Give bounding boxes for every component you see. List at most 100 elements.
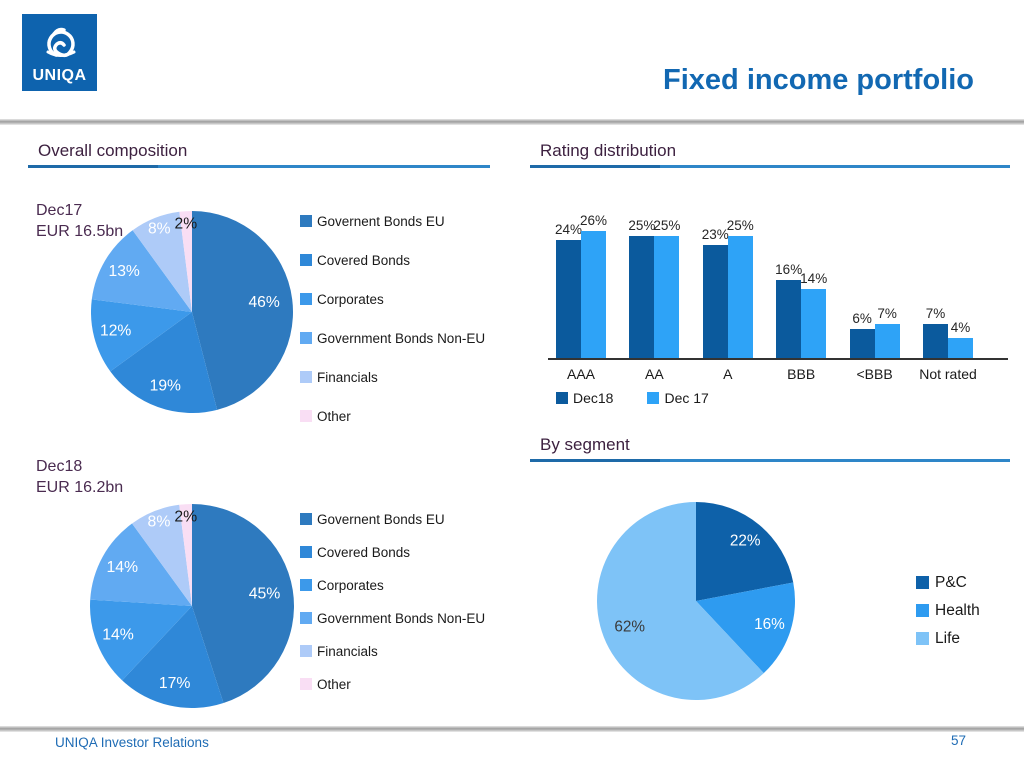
- bar--bbb-dec-17: [874, 323, 900, 358]
- uniqa-logo: UNIQA: [22, 14, 97, 91]
- legend-label: Financials: [317, 369, 378, 385]
- pie-slice-value-label: 13%: [109, 263, 140, 280]
- bar-value-label: 7%: [925, 305, 946, 321]
- pie-slice-financials: [132, 504, 192, 606]
- pie-slice-value-label: 14%: [106, 559, 138, 576]
- bar-category-label--bbb: <BBB: [856, 366, 893, 382]
- bar-aa-dec-17: [654, 235, 680, 358]
- page-number: 57: [950, 733, 966, 748]
- pie-chart-by-segment: 22% 16% 62%: [597, 502, 795, 700]
- legend-label: Covered Bonds: [317, 252, 411, 268]
- bar-category-label-a: A: [723, 366, 733, 382]
- bar-value-label: 16%: [775, 261, 803, 277]
- legend-item-covered-bonds: Covered Bonds: [300, 252, 485, 268]
- legend-swatch-icon: [647, 392, 660, 404]
- bar-category-label-not-rated: Not rated: [919, 366, 977, 382]
- legend-item-covered-bonds: Covered Bonds: [300, 545, 485, 560]
- bar-value-label: 25%: [653, 217, 681, 233]
- legend-item-government-bonds-non-eu: Government Bonds Non-EU: [300, 610, 486, 626]
- bar-chart-rating-distribution: 24% 26% 25% 25% 23% 25% 16% 14% 6% 7% 7% 4% AAA AA A B…: [548, 212, 1008, 406]
- bar-not-rated-dec-17: [948, 338, 973, 358]
- legend-label: Government Bonds Non-EU: [317, 610, 486, 626]
- legend-item-governent-bonds-eu: Governent Bonds EU: [300, 213, 485, 229]
- legend-item-other: Other: [300, 409, 485, 424]
- pie-caption-dec17: Dec17 EUR 16.5bn: [36, 200, 123, 242]
- legend-swatch-icon: [300, 546, 312, 558]
- bar-value-label: 4%: [950, 320, 971, 336]
- bar-category-label-aa: AA: [645, 366, 664, 382]
- pie-slice-value-label: 2%: [175, 215, 198, 232]
- bar-category-label-bbb: BBB: [787, 366, 816, 382]
- pie-slice-covered-bonds: [122, 606, 224, 708]
- page-title: Fixed income portfolio: [663, 64, 974, 96]
- legend-item-governent-bonds-eu: Governent Bonds EU: [300, 511, 485, 527]
- pie-caption-dec18: Dec18 EUR 16.2bn: [36, 456, 123, 498]
- section-heading-by-segment: By segment: [540, 435, 630, 454]
- legend-label: Corporates: [317, 291, 384, 307]
- section-underline: [530, 459, 1010, 462]
- bar-plot-area: 24% 26% 25% 25% 23% 25% 16% 14% 6% 7% 7% 4%: [548, 212, 1008, 360]
- pie-slice-health: [696, 582, 795, 674]
- bar-value-label: 7%: [877, 305, 897, 321]
- legend-swatch-icon: [916, 576, 929, 589]
- bar-a-dec18: [702, 245, 728, 358]
- legend-item-other: Other: [300, 676, 485, 692]
- legend-label: Life: [935, 629, 960, 647]
- bar-not-rated-dec18: [923, 323, 948, 358]
- section-underline: [28, 165, 490, 168]
- bar-bbb-dec18: [776, 279, 802, 358]
- pie-slice-governent-bonds-eu: [192, 211, 293, 410]
- legend-label: Governent Bonds EU: [317, 511, 445, 527]
- caption-amount: EUR 16.2bn: [36, 479, 124, 496]
- legend-item-dec-17: Dec 17: [647, 390, 709, 406]
- legend-swatch-icon: [300, 513, 312, 525]
- bar-value-label: 14%: [800, 271, 828, 287]
- bar-a-dec-17: [727, 235, 753, 358]
- caption-period: Dec18: [36, 458, 83, 475]
- bar-bbb-dec-17: [801, 289, 827, 358]
- bar--bbb-dec18: [849, 328, 875, 358]
- legend-swatch-icon: [300, 678, 312, 690]
- legend-swatch-icon: [300, 332, 312, 344]
- bar-category-label-aaa: AAA: [566, 366, 596, 382]
- legend-label: Dec18: [573, 390, 614, 406]
- legend-label: Government Bonds Non-EU: [317, 330, 486, 346]
- caption-period: Dec17: [36, 202, 83, 219]
- pie-slice-value-label: 12%: [100, 323, 131, 340]
- pie-slice-other: [179, 504, 192, 606]
- pie-slice-value-label: 8%: [148, 221, 171, 238]
- legend-swatch-icon: [300, 254, 312, 266]
- legend-label: Other: [317, 676, 351, 692]
- header-divider: [0, 119, 1024, 125]
- legend-label: P&C: [935, 573, 967, 591]
- pie-slice-value-label: 19%: [150, 377, 181, 394]
- section-underline: [530, 165, 1010, 168]
- section-heading-rating-distribution: Rating distribution: [540, 141, 677, 160]
- legend-swatch-icon: [300, 612, 312, 624]
- logo-wordmark: UNIQA: [32, 67, 87, 84]
- bar-value-label: 24%: [554, 222, 583, 238]
- pie-slice-value-label: 2%: [174, 508, 197, 525]
- pie-slice-value-label: 22%: [730, 533, 761, 550]
- legend-swatch-icon: [300, 645, 312, 657]
- legend-label: Governent Bonds EU: [317, 213, 445, 229]
- pie-slice-value-label: 14%: [102, 626, 134, 643]
- pie-slice-corporates: [91, 299, 192, 372]
- bar-aa-dec18: [629, 235, 655, 358]
- pie-chart-dec17: 46% 19% 12% 13% 8% 2%: [91, 211, 293, 413]
- bar-aaa-dec18: [556, 240, 581, 358]
- pie-slice-covered-bonds: [110, 312, 218, 413]
- pie-chart-dec18: 45% 17% 14% 14% 8% 2%: [90, 504, 294, 708]
- bar-value-label: 26%: [579, 212, 608, 228]
- pie-slice-p-c: [696, 502, 794, 601]
- bar-category-axis: AAA AA A BBB <BBB Not rated: [548, 366, 1008, 386]
- legend-swatch-icon: [916, 632, 929, 645]
- legend-by-segment: P&C Health Life: [916, 574, 980, 658]
- pie-slice-value-label: 16%: [754, 616, 785, 633]
- legend-swatch-icon: [916, 604, 929, 617]
- bar-value-label: 25%: [628, 217, 656, 233]
- legend-swatch-icon: [556, 392, 568, 404]
- footer-divider: [0, 726, 1024, 732]
- pie-slice-governent-bonds-eu: [192, 504, 294, 704]
